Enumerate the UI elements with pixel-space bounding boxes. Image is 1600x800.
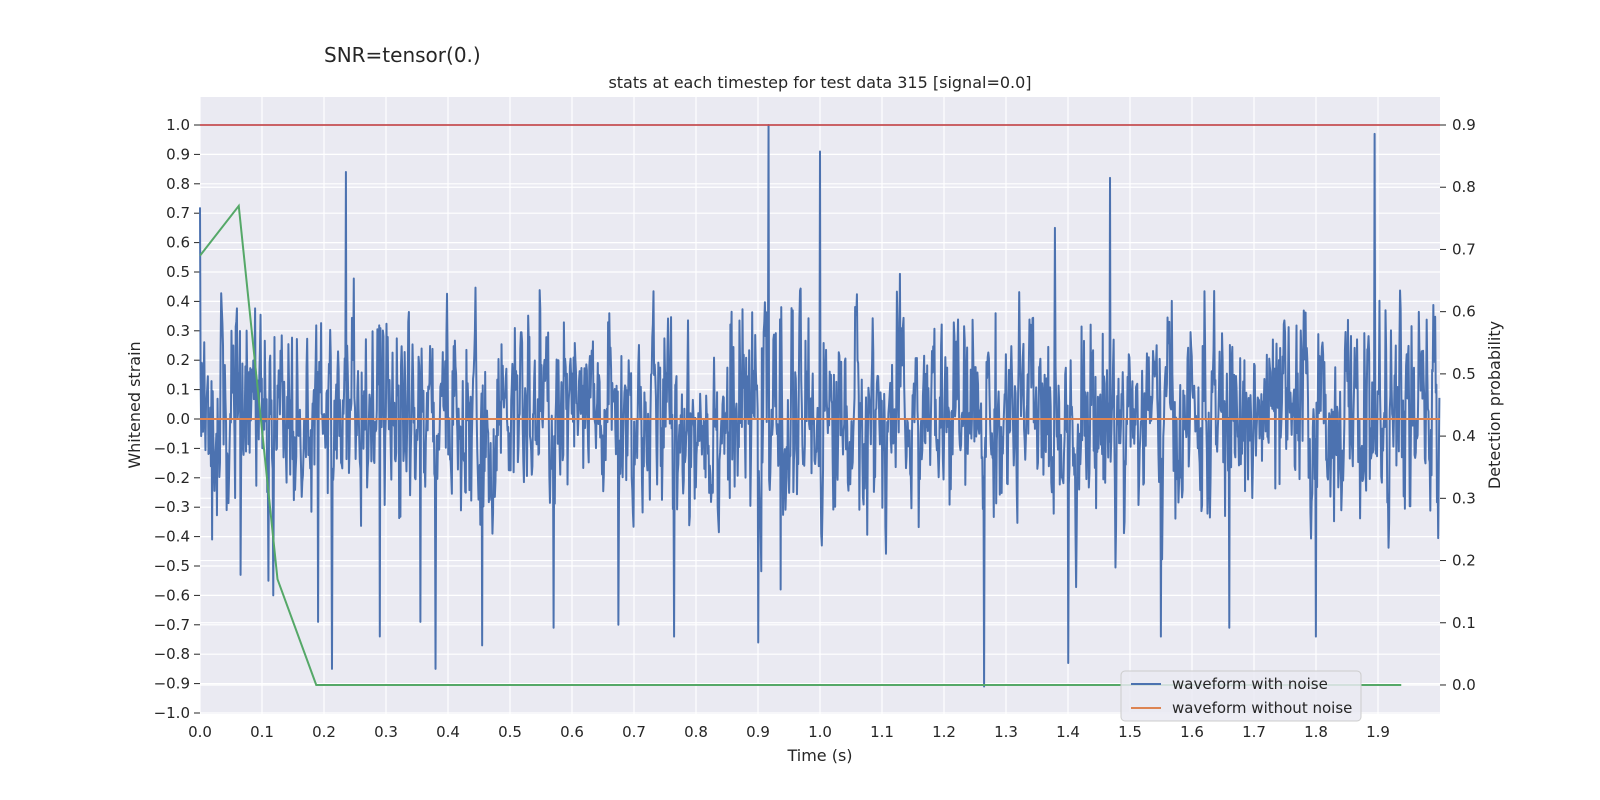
y-tick-label: −0.3 [154, 498, 190, 516]
legend-box [1120, 670, 1362, 722]
series-waveform-with-noise [199, 124, 1441, 688]
y-tick-label: 0.1 [166, 381, 190, 399]
x-tick-label: 1.1 [870, 723, 894, 741]
legend-label-clean: waveform without noise [1172, 699, 1352, 717]
y2-tick-label: 0.6 [1452, 303, 1476, 321]
x-tick-label: 1.0 [808, 723, 832, 741]
y-tick-label: 0.7 [166, 204, 190, 222]
x-tick-label: 0.7 [622, 723, 646, 741]
x-tick-label: 1.4 [1056, 723, 1080, 741]
y2-tick-label: 0.2 [1452, 552, 1476, 570]
y-axis-ticks: 1.0 0.9 0.8 0.7 0.6 0.5 0.4 0.3 0.2 0.1 0.0 −0.1 −0.… [154, 116, 200, 722]
x-tick-label: 1.2 [932, 723, 956, 741]
y2-axis-ticks: 0.9 0.8 0.7 0.6 0.5 0.4 0.3 0.2 0.1 0.0 [1440, 116, 1476, 694]
y2-tick-label: 0.5 [1452, 365, 1476, 383]
y-tick-label: −0.9 [154, 675, 190, 693]
x-axis-label: Time (s) [786, 746, 852, 765]
x-tick-label: 1.8 [1304, 723, 1328, 741]
y-tick-label: 0.4 [166, 292, 190, 310]
y-tick-label: 0.3 [166, 322, 190, 340]
y-tick-label: −0.1 [154, 439, 190, 457]
y-tick-label: 0.9 [166, 145, 190, 163]
y2-tick-label: 0.0 [1452, 676, 1476, 694]
y2-tick-label: 0.8 [1452, 178, 1476, 196]
y-axis-label: Whitened strain [125, 341, 144, 468]
x-tick-label: 1.7 [1242, 723, 1266, 741]
chart-suptitle: SNR=tensor(0.) [324, 43, 481, 67]
y-tick-label: −0.6 [154, 586, 190, 604]
x-tick-label: 0.5 [498, 723, 522, 741]
x-tick-label: 0.6 [560, 723, 584, 741]
y2-axis-label: Detection probability [1485, 321, 1504, 489]
y-tick-label: 0.0 [166, 410, 190, 428]
x-tick-label: 0.9 [746, 723, 770, 741]
x-tick-label: 1.9 [1366, 723, 1390, 741]
y-tick-label: −0.2 [154, 469, 190, 487]
y2-tick-label: 0.9 [1452, 116, 1476, 134]
y-tick-label: 0.6 [166, 234, 190, 252]
y-tick-label: −0.7 [154, 616, 190, 634]
y2-tick-label: 0.7 [1452, 240, 1476, 258]
y-tick-label: −0.5 [154, 557, 190, 575]
x-tick-label: 1.6 [1180, 723, 1204, 741]
x-tick-label: 0.0 [188, 723, 212, 741]
x-tick-label: 0.1 [250, 723, 274, 741]
y-tick-label: 1.0 [166, 116, 190, 134]
y2-tick-label: 0.3 [1452, 489, 1476, 507]
chart-title: stats at each timestep for test data 315… [608, 73, 1031, 92]
legend: waveform with noise waveform without noi… [1120, 670, 1362, 722]
x-tick-label: 0.3 [374, 723, 398, 741]
y-tick-label: −1.0 [154, 704, 190, 722]
series-layer [199, 124, 1441, 688]
y2-tick-label: 0.1 [1452, 614, 1476, 632]
y-tick-label: 0.2 [166, 351, 190, 369]
series-detection-probability [199, 203, 1402, 686]
y-tick-label: −0.8 [154, 645, 190, 663]
x-tick-label: 0.2 [312, 723, 336, 741]
legend-label-noise: waveform with noise [1172, 675, 1328, 693]
x-tick-label: 1.5 [1118, 723, 1142, 741]
x-axis-ticks: 0.0 0.1 0.2 0.3 0.4 0.5 0.6 0.7 0.8 0.9 1.0 1.1 1.2 1… [188, 723, 1390, 741]
x-tick-label: 0.8 [684, 723, 708, 741]
x-tick-label: 0.4 [436, 723, 460, 741]
y-tick-label: −0.4 [154, 528, 190, 546]
y-tick-label: 0.5 [166, 263, 190, 281]
y-tick-label: 0.8 [166, 175, 190, 193]
x-tick-label: 1.3 [994, 723, 1018, 741]
y2-tick-label: 0.4 [1452, 427, 1476, 445]
